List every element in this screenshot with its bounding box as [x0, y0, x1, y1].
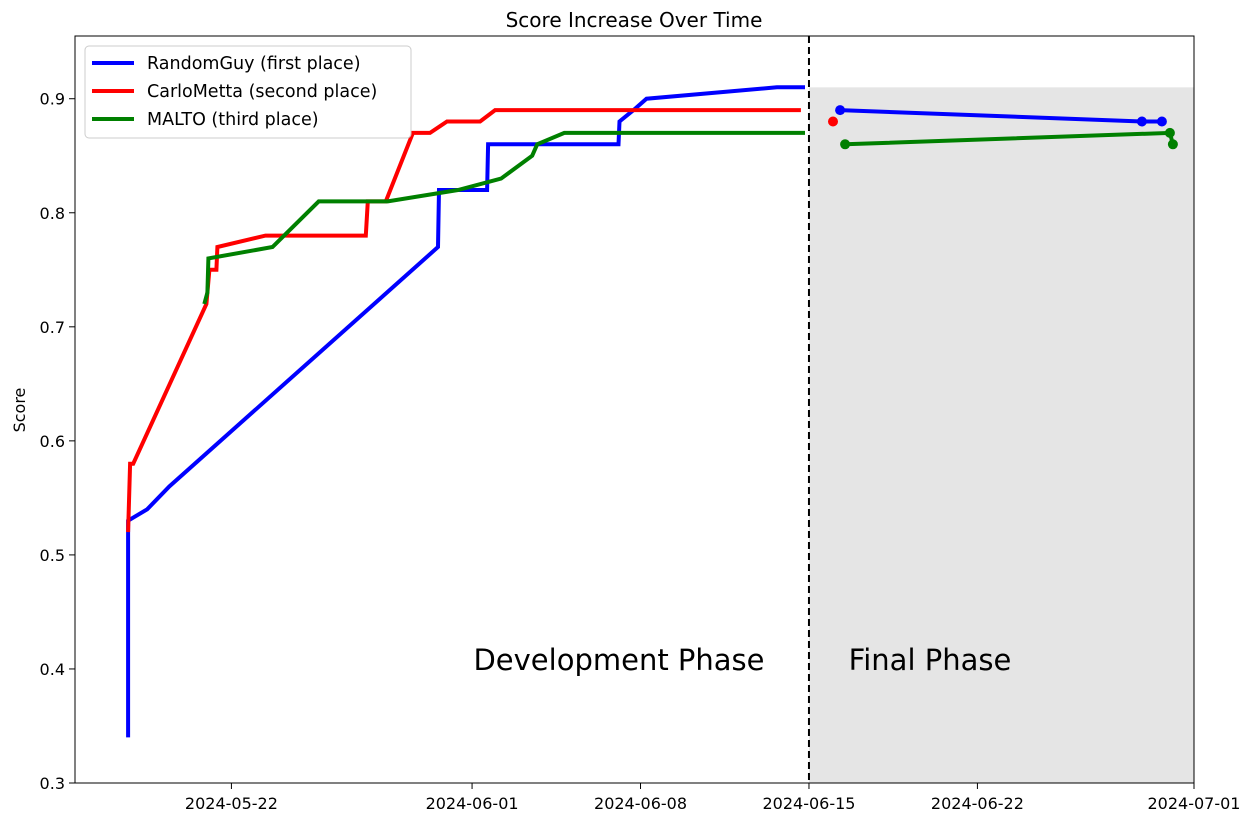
y-tick-label-0: 0.3	[40, 774, 65, 793]
x-tick-label-3: 2024-06-15	[762, 794, 855, 813]
legend: RandomGuy (first place) CarloMetta (seco…	[84, 45, 412, 139]
y-tick-label-5: 0.8	[40, 204, 65, 223]
legend-label-randomguy: RandomGuy (first place)	[147, 54, 361, 74]
final-phase-label: Final Phase	[849, 643, 1012, 677]
final-point-0-0	[835, 105, 846, 116]
final-point-1-0	[828, 116, 838, 127]
x-tick-label-4: 2024-06-22	[931, 794, 1024, 813]
y-tick-label-6: 0.9	[40, 90, 65, 109]
series-layer	[126, 85, 1178, 738]
legend-box	[84, 45, 412, 139]
series-line-1	[126, 108, 801, 533]
series-line-0	[126, 85, 805, 738]
series-line-2	[202, 130, 805, 305]
y-tick-label-1: 0.4	[40, 660, 65, 679]
x-axis: 2024-05-22 2024-06-01 2024-06-08 2024-06-15…	[185, 783, 1241, 813]
y-axis-label: Score	[10, 388, 29, 433]
final-point-0-1	[1136, 116, 1147, 127]
final-point-2-2	[1167, 139, 1178, 150]
x-tick-label-0: 2024-05-22	[185, 794, 278, 813]
y-tick-label-3: 0.6	[40, 432, 65, 451]
chart-title: Score Increase Over Time	[506, 8, 763, 32]
plot-frame	[74, 35, 1195, 784]
development-phase-label: Development Phase	[473, 643, 764, 677]
y-axis: 0.3 0.4 0.5 0.6 0.7 0.8 0.9	[40, 90, 75, 793]
final-point-2-0	[840, 139, 851, 150]
x-tick-label-2: 2024-06-08	[594, 794, 687, 813]
final-phase-shade	[808, 87, 1194, 783]
final-point-2-1	[1164, 127, 1175, 138]
legend-label-malto: MALTO (third place)	[147, 110, 319, 130]
x-tick-label-1: 2024-06-01	[426, 794, 519, 813]
legend-label-carlometta: CarloMetta (second place)	[147, 82, 377, 102]
x-tick-label-5: 2024-07-01	[1148, 794, 1241, 813]
y-tick-label-4: 0.7	[40, 318, 65, 337]
final-point-0-2	[1156, 116, 1167, 127]
y-tick-label-2: 0.5	[40, 546, 65, 565]
